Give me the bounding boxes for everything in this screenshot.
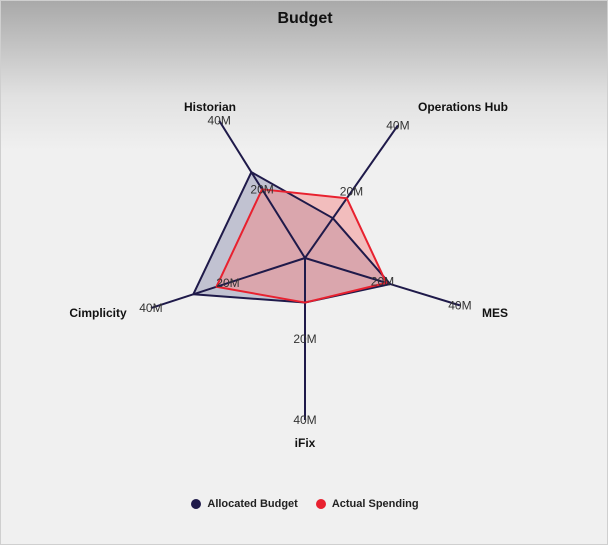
axis-spoke-operations-hub: [304, 124, 399, 259]
legend-label-actual: Actual Spending: [331, 498, 419, 510]
tick-label-cimplicity-20: 20M: [216, 276, 239, 290]
axis-spoke-cimplicity: [150, 257, 306, 310]
category-label-mes: MES: [482, 306, 508, 320]
legend-item-allocated-budget[interactable]: Allocated Budget: [191, 498, 298, 510]
chart-title: Budget: [277, 10, 333, 27]
series-area-actual: [216, 189, 387, 303]
tick-label-mes-40: 40M: [448, 298, 471, 312]
category-label-cimplicity: Cimplicity: [69, 306, 127, 320]
tick-label-ifix-20: 20M: [293, 332, 316, 346]
series-line-actual: [215, 188, 388, 304]
legend-label-allocated: Allocated Budget: [207, 498, 298, 510]
tick-label-historian-40: 40M: [207, 114, 230, 128]
tick-label-operations-hub-40: 40M: [386, 118, 409, 132]
tick-label-mes-20: 20M: [371, 275, 394, 289]
tick-label-cimplicity-40: 40M: [139, 301, 162, 315]
tick-label-operations-hub-20: 20M: [340, 185, 363, 199]
category-label-ifix: iFix: [295, 436, 316, 450]
category-label-operations-hub: Operations Hub: [418, 100, 508, 114]
category-label-historian: Historian: [184, 100, 236, 114]
legend-marker-allocated: [191, 499, 202, 509]
series-line-allocated: [192, 171, 392, 304]
legend-item-actual-spending[interactable]: Actual Spending: [315, 498, 419, 510]
legend-marker-actual: [315, 499, 326, 509]
axis-spoke-mes: [304, 257, 461, 307]
tick-label-ifix-40: 40M: [293, 413, 316, 427]
legend: Allocated Budget Actual Spending: [1, 498, 608, 510]
tick-label-historian-20: 20M: [250, 182, 273, 196]
